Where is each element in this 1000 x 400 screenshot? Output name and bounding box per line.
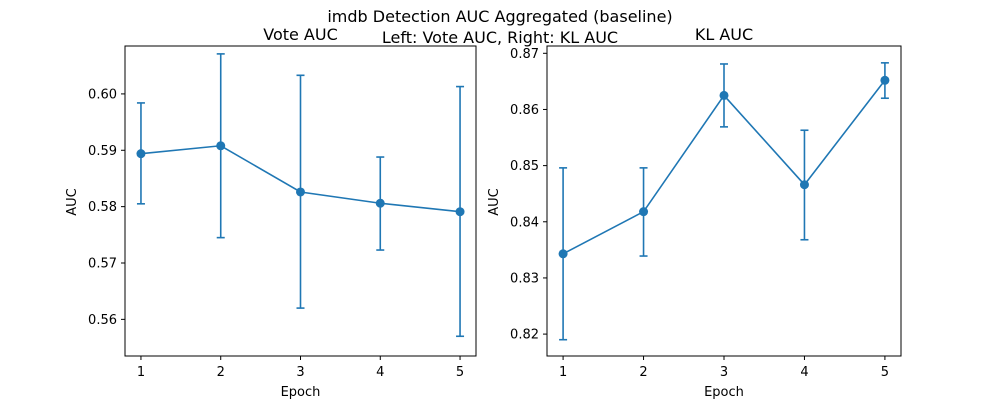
vote-auc-xlabel: Epoch xyxy=(281,385,321,400)
kl-auc-ytick-label-3: 0.84 xyxy=(510,215,539,230)
vote-auc-title: Vote AUC xyxy=(263,25,338,44)
vote-auc-ytick-label-4: 0.59 xyxy=(88,144,117,159)
kl-auc-xtick-label-5: 5 xyxy=(881,365,889,380)
vote-auc-xtick-label-2: 2 xyxy=(217,365,225,380)
vote-auc-ytick-label-1: 0.56 xyxy=(88,313,117,328)
kl-auc-xtick-label-3: 3 xyxy=(720,365,728,380)
figure-suptitle-line2: Left: Vote AUC, Right: KL AUC xyxy=(382,28,618,47)
figure-suptitle-line1: imdb Detection AUC Aggregated (baseline) xyxy=(327,7,672,26)
vote-auc-point-2 xyxy=(216,141,226,151)
vote-auc-panel: Vote AUC Epoch AUC 1 2 3 4 5 0.56 0.57 0.58 0.59… xyxy=(65,25,477,400)
vote-auc-ytick-label-2: 0.57 xyxy=(88,257,117,272)
kl-auc-title: KL AUC xyxy=(695,25,753,44)
vote-auc-ytick-label-5: 0.60 xyxy=(88,87,117,102)
vote-auc-point-5 xyxy=(455,207,465,217)
kl-auc-xtick-label-4: 4 xyxy=(800,365,808,380)
kl-auc-xlabel: Epoch xyxy=(704,385,744,400)
vote-auc-point-1 xyxy=(136,149,146,159)
vote-auc-xtick-label-1: 1 xyxy=(137,365,145,380)
kl-auc-ytick-label-2: 0.83 xyxy=(510,271,539,286)
kl-auc-ytick-label-5: 0.86 xyxy=(510,103,539,118)
vote-auc-xtick-label-5: 5 xyxy=(456,365,464,380)
vote-auc-point-4 xyxy=(375,198,385,208)
vote-auc-ytick-label-3: 0.58 xyxy=(88,200,117,215)
vote-auc-xtick-label-3: 3 xyxy=(296,365,304,380)
kl-auc-point-2 xyxy=(639,207,649,217)
kl-auc-ytick-label-4: 0.85 xyxy=(510,159,539,174)
kl-auc-ylabel: AUC xyxy=(487,188,502,216)
vote-auc-point-3 xyxy=(296,187,305,197)
kl-auc-ytick-label-1: 0.82 xyxy=(510,328,539,343)
kl-auc-point-1 xyxy=(558,249,568,259)
kl-auc-point-3 xyxy=(719,90,729,100)
vote-auc-xtick-label-4: 4 xyxy=(376,365,384,380)
kl-auc-ytick-label-6: 0.87 xyxy=(510,47,539,62)
vote-auc-ylabel: AUC xyxy=(65,188,80,216)
kl-auc-point-4 xyxy=(799,180,809,190)
kl-auc-panel: KL AUC Epoch AUC 1 2 3 4 5 0.82 0.83 0.84 0.85 0.… xyxy=(487,25,902,400)
kl-auc-xtick-label-1: 1 xyxy=(559,365,567,380)
kl-auc-xtick-label-2: 2 xyxy=(639,365,647,380)
kl-auc-point-5 xyxy=(880,75,890,85)
